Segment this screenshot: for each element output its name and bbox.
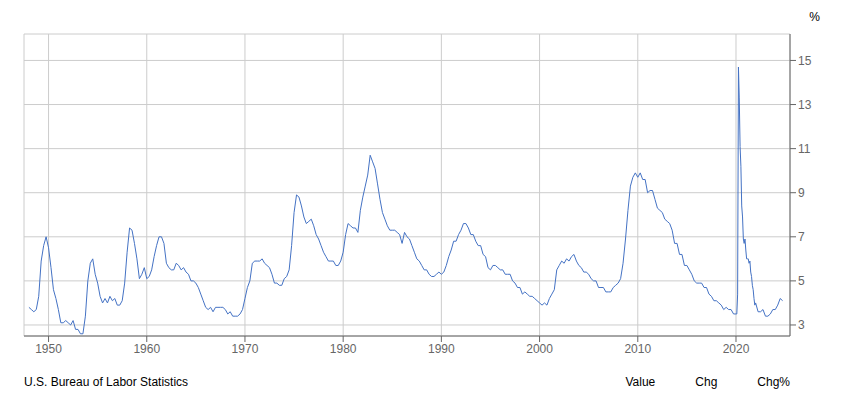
svg-text:3: 3: [798, 318, 805, 332]
html-text:U.S. Bureau of Labor Statistic: U.S. Bureau of Labor Statistics: [24, 375, 189, 389]
svg-text:1950: 1950: [35, 342, 62, 356]
svg-text:2000: 2000: [526, 342, 553, 356]
svg-text:13: 13: [798, 98, 812, 112]
svg-text:15: 15: [798, 54, 812, 68]
svg-text:2020: 2020: [723, 342, 750, 356]
svg-text:5: 5: [798, 274, 805, 288]
svg-text:1960: 1960: [133, 342, 160, 356]
html-text:Chg%: Chg%: [757, 375, 790, 389]
svg-text:1970: 1970: [232, 342, 259, 356]
svg-text:9: 9: [798, 186, 805, 200]
html-text:Value: Value: [625, 375, 656, 389]
svg-text:1990: 1990: [428, 342, 455, 356]
svg-text:11: 11: [798, 142, 811, 156]
svg-text:7: 7: [798, 230, 805, 244]
svg-text:2010: 2010: [624, 342, 651, 356]
html-text:Chg: Chg: [695, 375, 718, 389]
svg-text:1980: 1980: [330, 342, 357, 356]
